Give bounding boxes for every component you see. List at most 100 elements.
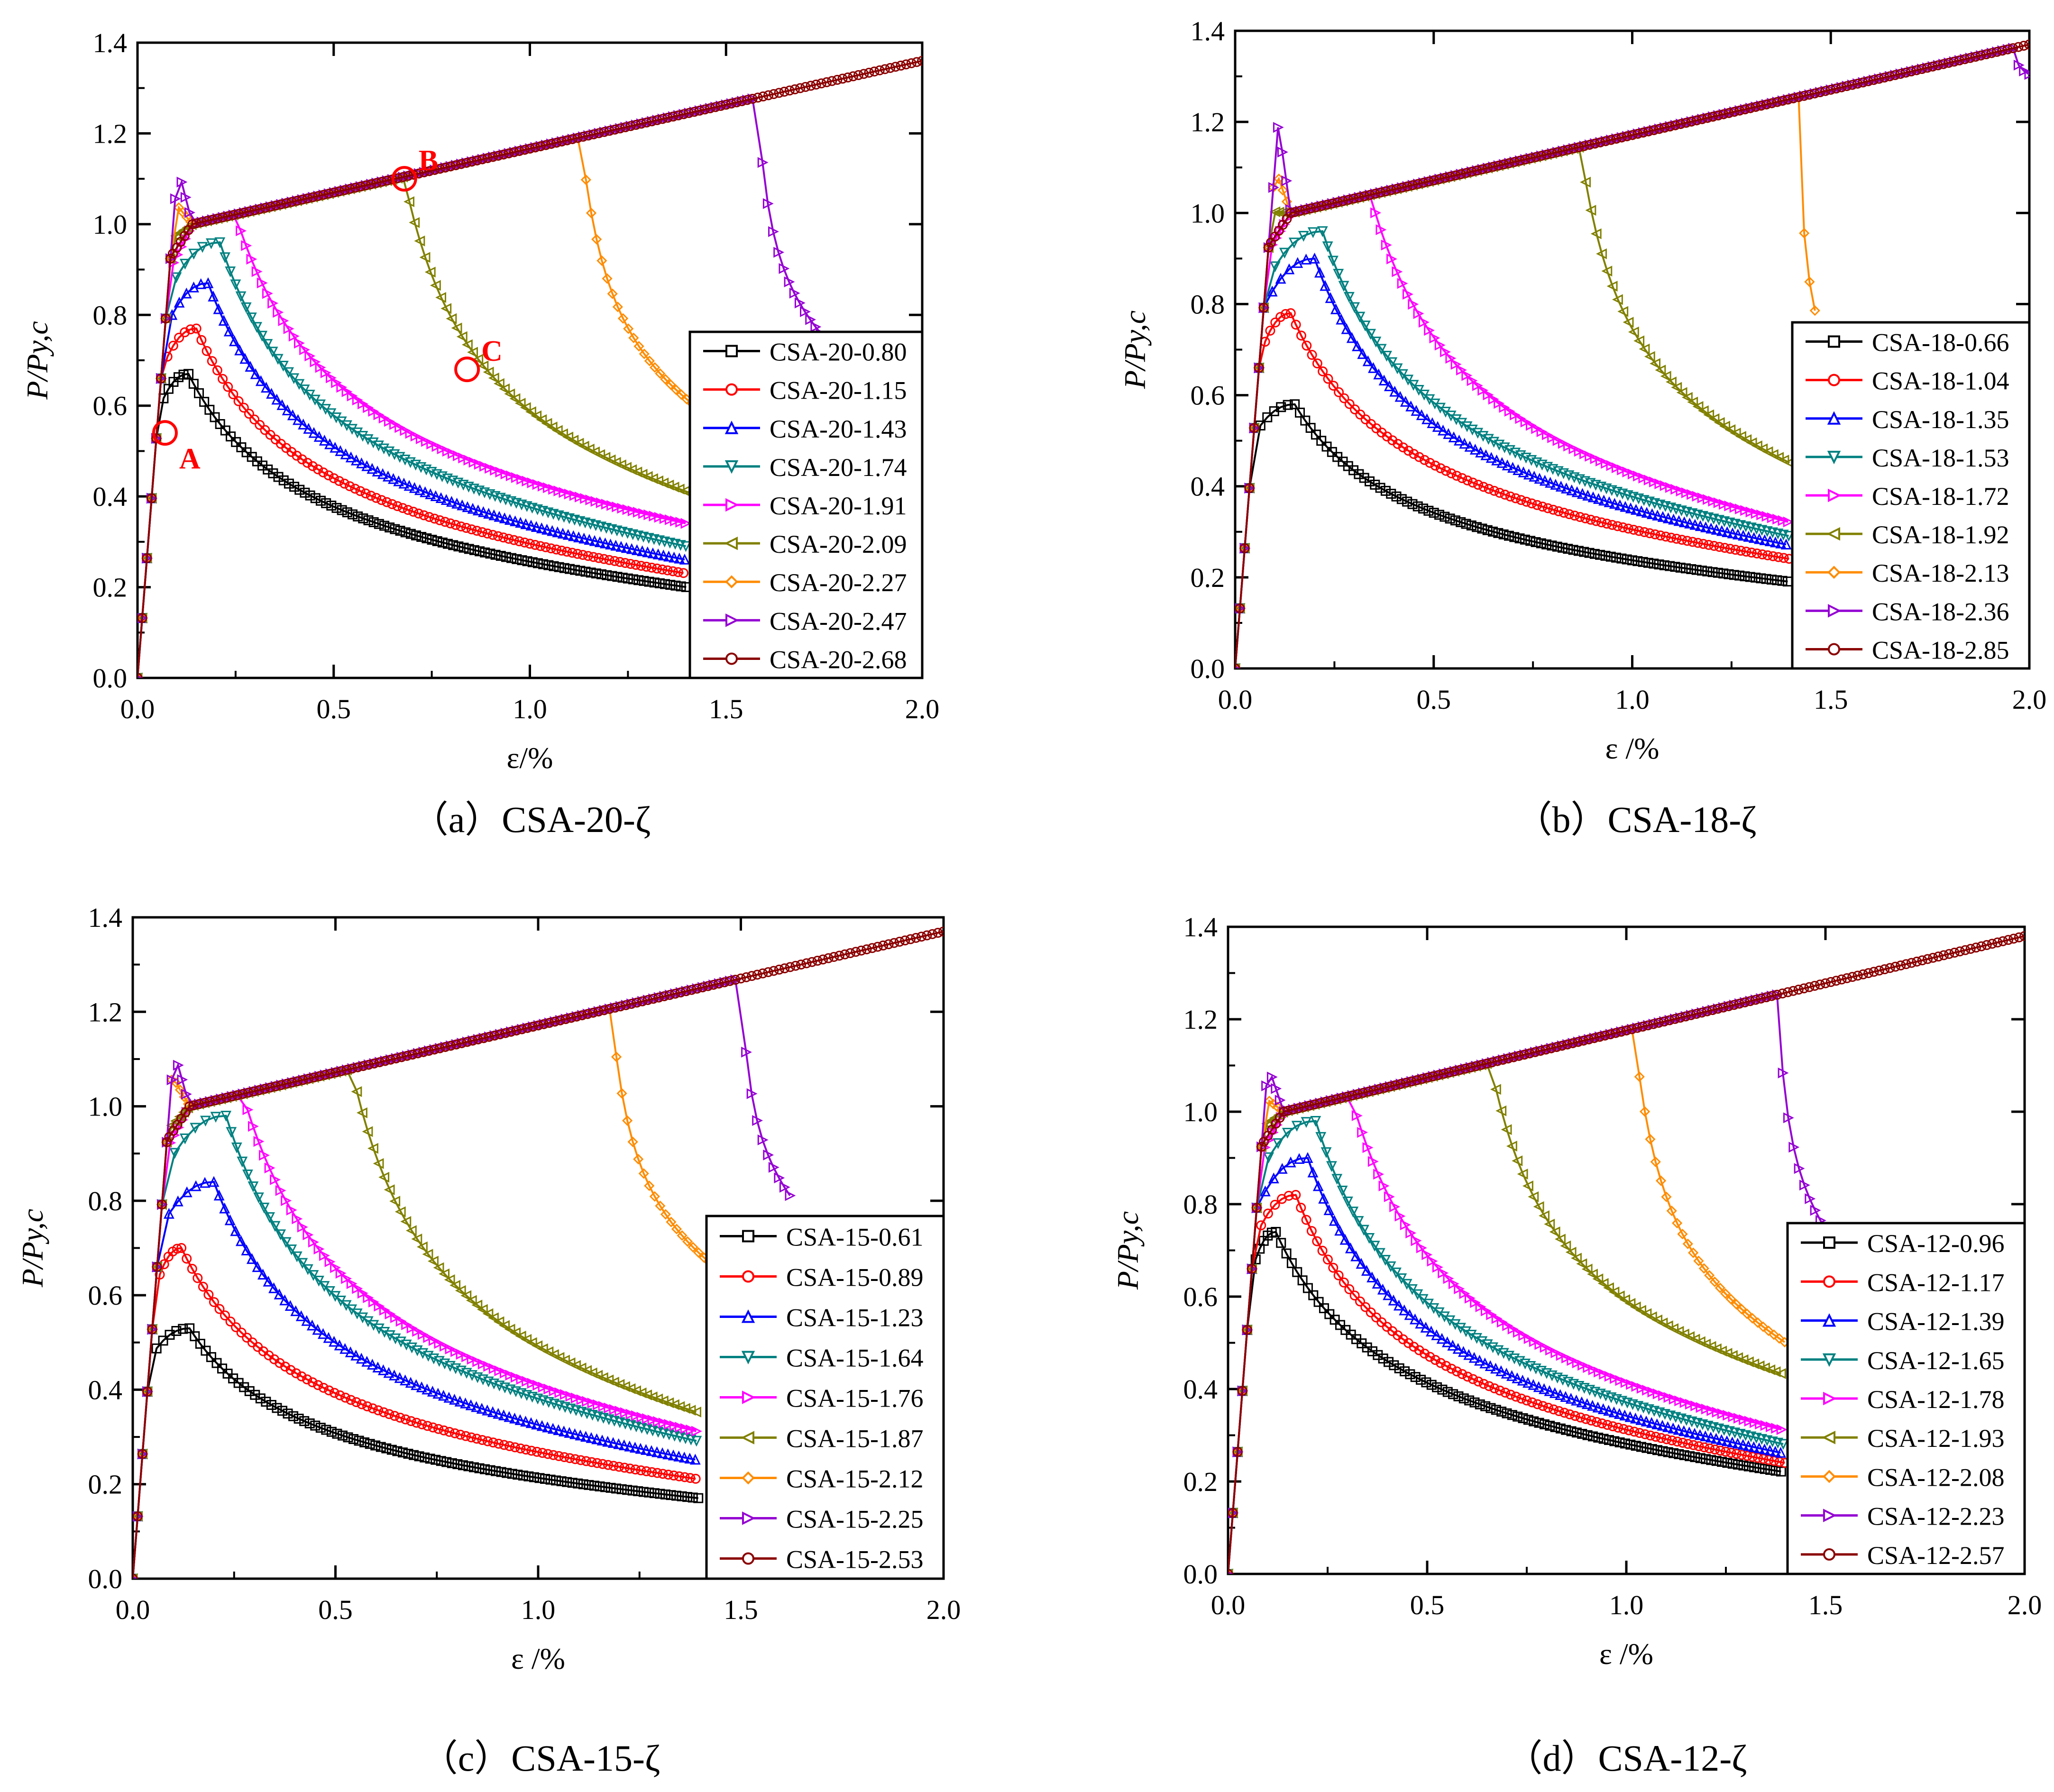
x-tick-label: 1.5 xyxy=(724,1594,758,1625)
y-tick-label: 1.0 xyxy=(93,209,128,240)
series-markers xyxy=(1235,253,1792,668)
panel-caption: （c）CSA-15-ζ xyxy=(421,1737,660,1779)
y-tick-label: 1.2 xyxy=(88,997,123,1027)
legend-item: CSA-12-2.08 xyxy=(1801,1463,2005,1491)
legend-item: CSA-12-1.65 xyxy=(1801,1346,2005,1375)
legend-item: CSA-12-1.93 xyxy=(1801,1424,2005,1453)
legend-item: CSA-15-1.87 xyxy=(720,1425,924,1453)
legend: CSA-18-0.66 CSA-18-1.04 CSA-18-1.35 CSA-18-… xyxy=(1791,321,2031,670)
series-CSA-18-2.85 xyxy=(1235,39,2029,668)
series-markers xyxy=(1228,1190,1790,1574)
y-tick-label: 0.2 xyxy=(1191,562,1225,593)
legend: CSA-15-0.61 CSA-15-0.89 CSA-15-1.23 CSA-15-… xyxy=(705,1215,945,1580)
series-CSA-12-1.39 xyxy=(1228,1152,1786,1574)
x-tick-label: 1.0 xyxy=(1609,1590,1644,1620)
legend-swatch-marker xyxy=(1828,643,1841,656)
x-tick-label: 0.5 xyxy=(1410,1590,1445,1620)
series-line xyxy=(133,1327,698,1579)
y-tick-label: 0.0 xyxy=(88,1563,123,1594)
series-CSA-12-1.17 xyxy=(1228,1190,1790,1574)
legend-swatch-marker xyxy=(725,498,739,512)
legend-label: CSA-18-2.36 xyxy=(1872,597,2009,626)
legend-item: CSA-20-0.80 xyxy=(703,338,907,366)
y-tick-label: 1.2 xyxy=(1191,107,1225,137)
series-markers xyxy=(1228,931,2025,1574)
y-tick-label: 0.6 xyxy=(1183,1281,1218,1312)
legend-swatch-marker xyxy=(741,1431,754,1445)
legend-label: CSA-15-2.12 xyxy=(786,1465,924,1493)
x-axis-label: ε /% xyxy=(511,1642,565,1675)
series-CSA-12-1.65 xyxy=(1228,1116,1789,1574)
legend-swatch-marker xyxy=(742,1511,756,1525)
legend-label: CSA-20-1.74 xyxy=(770,453,907,482)
legend-label: CSA-12-1.78 xyxy=(1867,1385,2005,1414)
panel-caption: （d）CSA-12-ζ xyxy=(1506,1737,1747,1779)
series-markers xyxy=(138,277,690,678)
legend-swatch-marker xyxy=(724,421,739,434)
legend-label: CSA-18-1.92 xyxy=(1872,521,2009,549)
legend-swatch-marker xyxy=(725,613,739,627)
legend-label: CSA-12-2.08 xyxy=(1867,1463,2005,1491)
x-tick-label: 1.5 xyxy=(1814,684,1848,715)
legend-swatch-marker xyxy=(741,1351,755,1364)
legend-label: CSA-12-2.23 xyxy=(1867,1502,2005,1531)
series-markers xyxy=(1235,226,1794,668)
x-tick-label: 1.0 xyxy=(513,694,547,724)
legend-item: CSA-20-1.91 xyxy=(703,492,907,520)
y-tick-label: 1.0 xyxy=(1191,198,1225,229)
legend-label: CSA-18-2.13 xyxy=(1872,559,2009,587)
series-markers xyxy=(1228,989,1837,1574)
legend-item: CSA-12-1.78 xyxy=(1801,1385,2005,1414)
legend-swatch-marker xyxy=(1822,1313,1836,1327)
series-CSA-20-0.80 xyxy=(138,369,691,678)
legend-label: CSA-15-2.25 xyxy=(786,1505,924,1534)
legend-item: CSA-20-2.68 xyxy=(703,645,907,674)
series-CSA-18-0.66 xyxy=(1235,399,1793,668)
legend-swatch-marker xyxy=(1823,1391,1837,1406)
legend-item: CSA-20-2.09 xyxy=(703,530,907,558)
legend-swatch-marker xyxy=(1823,1470,1836,1483)
series-line xyxy=(1228,1194,1785,1574)
legend-swatch-marker xyxy=(742,1270,755,1283)
y-tick-label: 1.4 xyxy=(1183,912,1218,942)
legend-label: CSA-18-1.53 xyxy=(1872,444,2009,472)
x-axis-label: ε/% xyxy=(507,741,553,775)
y-axis-label: P/Py,c xyxy=(20,321,54,400)
legend-label: CSA-20-1.15 xyxy=(770,376,907,405)
legend-label: CSA-18-1.35 xyxy=(1872,405,2009,434)
x-tick-label: 2.0 xyxy=(2012,684,2047,715)
series-CSA-18-1.53 xyxy=(1235,226,1794,668)
x-tick-label: 0.5 xyxy=(318,1594,353,1625)
legend-label: CSA-20-2.68 xyxy=(770,645,907,674)
series-markers xyxy=(138,93,827,678)
legend-item: CSA-18-1.72 xyxy=(1806,482,2009,511)
series-markers xyxy=(133,1089,702,1579)
series-markers xyxy=(1235,308,1794,668)
legend-item: CSA-20-1.43 xyxy=(703,415,907,443)
y-tick-label: 1.4 xyxy=(93,27,128,58)
legend-swatch-marker xyxy=(1823,1548,1836,1561)
annotation-label: C xyxy=(481,335,503,367)
y-tick-label: 0.8 xyxy=(1191,289,1225,320)
series-markers xyxy=(1235,43,2029,668)
y-tick-label: 0.8 xyxy=(93,300,128,330)
y-tick-label: 1.0 xyxy=(1183,1097,1218,1127)
x-tick-label: 2.0 xyxy=(905,694,940,724)
legend-swatch-marker xyxy=(1828,488,1842,503)
series-CSA-15-0.89 xyxy=(133,1243,701,1579)
legend-item: CSA-18-2.13 xyxy=(1806,559,2009,587)
legend-swatch-marker xyxy=(1823,1275,1836,1288)
chart-panel-c: 0.0 0.5 1.0 1.5 2.0 0.0 0.2 0.4 0.6 0.8 1.0 1.2 1.4 ε… xyxy=(16,902,961,1675)
series-CSA-20-2.68 xyxy=(138,55,922,678)
legend-swatch-marker xyxy=(742,1471,755,1485)
legend-item: CSA-18-1.35 xyxy=(1806,405,2009,434)
legend-label: CSA-20-2.27 xyxy=(770,568,907,597)
x-tick-label: 2.0 xyxy=(2008,1590,2042,1620)
y-tick-label: 1.4 xyxy=(88,902,123,933)
y-tick-label: 0.4 xyxy=(93,481,128,512)
x-tick-label: 0.0 xyxy=(1218,684,1253,715)
y-tick-label: 0.2 xyxy=(93,572,128,603)
legend-label: CSA-12-0.96 xyxy=(1867,1229,2005,1258)
y-tick-label: 0.0 xyxy=(1191,653,1225,684)
